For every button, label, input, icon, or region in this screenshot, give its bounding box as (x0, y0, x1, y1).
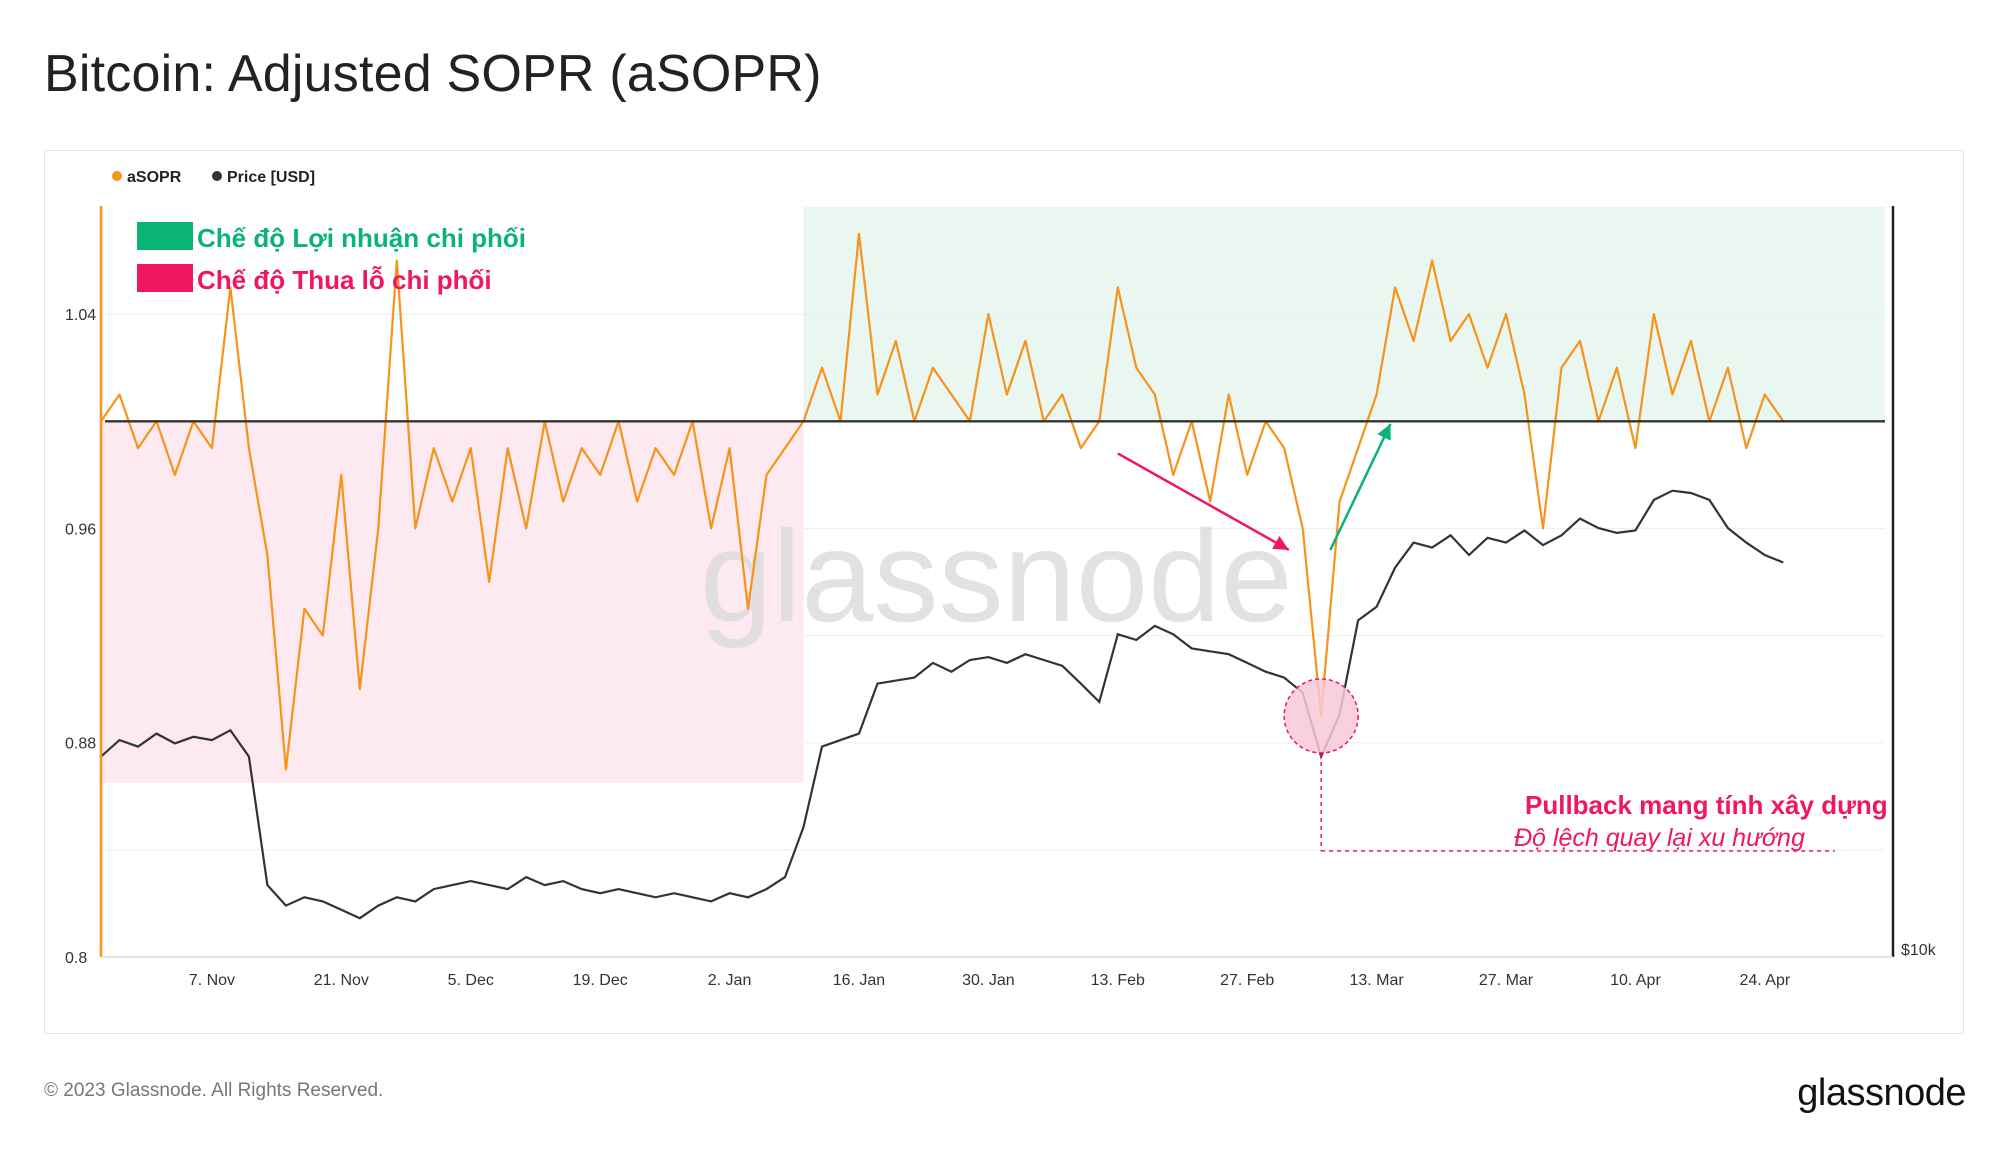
watermark: glassnode (700, 503, 1293, 649)
tick-labels: 1.04 0.96 0.88 0.8 $10k 7. Nov 21. Nov 5. Dec 19… (65, 307, 1937, 989)
legend-dot-1 (212, 171, 222, 181)
legend: aSOPR Price [USD] (112, 169, 315, 186)
x-tick-label: 24. Apr (1739, 972, 1790, 989)
x-tick-label: 7. Nov (189, 972, 235, 989)
chart-frame: glassnode 1.04 0.96 0.88 0.8 $10k 7. Nov 21. N… (44, 150, 1964, 1034)
x-tick-label: 5. Dec (448, 972, 494, 989)
page-title: Bitcoin: Adjusted SOPR (aSOPR) (44, 45, 822, 103)
asopr-series (100, 232, 1785, 771)
regime-region-1 (101, 421, 804, 783)
y-tick-label: 0.8 (65, 950, 87, 967)
y-tick-label: 0.96 (65, 521, 96, 538)
x-tick-label: 27. Feb (1220, 972, 1274, 989)
up-arrow (1329, 423, 1392, 551)
annotation-subtitle: Độ lệch quay lại xu hướng (1514, 824, 1805, 852)
annotation: Pullback mang tính xây dựng Độ lệch quay … (1117, 423, 1888, 852)
x-tick-label: 19. Dec (573, 972, 628, 989)
pullback-circle (1283, 678, 1359, 754)
legend-dot-0 (112, 171, 122, 181)
x-tick-label: 13. Feb (1091, 972, 1145, 989)
x-tick-label: 21. Nov (314, 972, 369, 989)
x-tick-label: 10. Apr (1610, 972, 1661, 989)
x-tick-label: 2. Jan (708, 972, 752, 989)
regime-label-1: Chế độ Thua lỗ chi phối (197, 265, 492, 295)
y-tick-label: 0.88 (65, 736, 96, 753)
regime-label-0: Chế độ Lợi nhuận chi phối (197, 223, 526, 253)
asopr-chart: glassnode 1.04 0.96 0.88 0.8 $10k 7. Nov 21. N… (65, 169, 1937, 989)
glassnode-logo: glassnode (1797, 1072, 1966, 1114)
copyright: © 2023 Glassnode. All Rights Reserved. (44, 1080, 384, 1101)
gridlines (101, 313, 1885, 851)
legend-label-1: Price [USD] (227, 169, 315, 186)
x-tick-label: 30. Jan (962, 972, 1014, 989)
y-tick-label: 1.04 (65, 307, 96, 324)
regime-swatch-0 (137, 222, 193, 250)
price-series (100, 489, 1784, 920)
axes (99, 206, 1895, 958)
legend-label-0: aSOPR (127, 169, 182, 186)
regime-swatch-1 (137, 264, 193, 292)
asopr-line (100, 232, 1785, 771)
x-tick-label: 13. Mar (1349, 972, 1404, 989)
annotation-title: Pullback mang tính xây dựng (1525, 790, 1888, 820)
price-line (100, 489, 1784, 920)
down-arrow (1117, 452, 1290, 551)
regime-legend: Chế độ Lợi nhuận chi phối Chế độ Thua lỗ … (137, 222, 526, 295)
x-tick-label: 16. Jan (833, 972, 885, 989)
x-tick-label: 27. Mar (1479, 972, 1534, 989)
y-right-tick-label: $10k (1901, 942, 1937, 959)
